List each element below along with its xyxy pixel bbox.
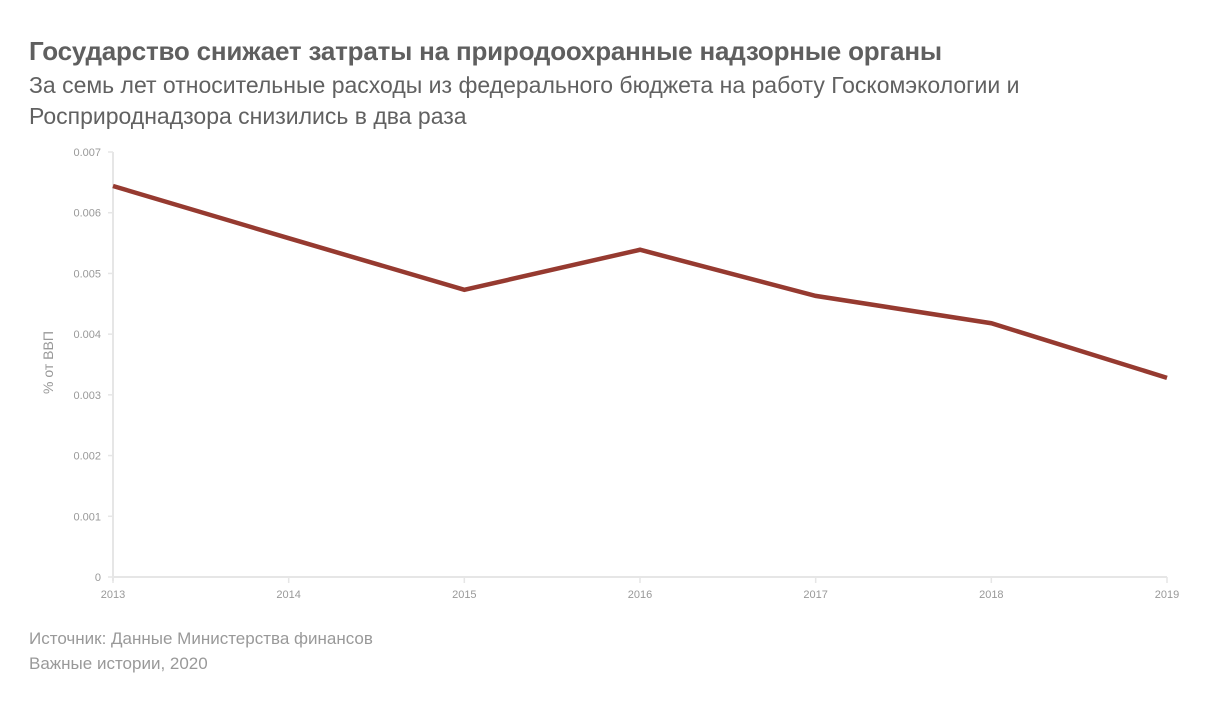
subtitle-line-2: Росприроднадзора снизились в два раза (29, 103, 467, 129)
y-tick-label: 0.006 (73, 208, 101, 220)
y-tick-label: 0.003 (73, 390, 101, 402)
y-axis-title: % от ВВП (40, 331, 56, 394)
y-tick-label: 0.002 (73, 451, 101, 463)
x-tick-label: 2013 (101, 589, 125, 601)
y-axis: 0 0.001 0.002 0.003 0.004 0.005 0.006 0.007 (73, 147, 114, 584)
x-axis: 2013 2014 2015 2016 2017 2018 2019 (101, 576, 1179, 601)
credit-text: Важные истории, 2020 (29, 654, 208, 673)
y-tick-label: 0.005 (73, 268, 101, 280)
chart-subtitle: За семь лет относительные расходы из фед… (29, 70, 1129, 132)
x-tick-label: 2016 (628, 589, 652, 601)
chart-title: Государство снижает затраты на природоох… (29, 36, 942, 66)
source-text: Источник: Данные Министерства финансов (29, 629, 373, 648)
y-tick-label: 0.001 (73, 511, 101, 523)
y-tick-label: 0.007 (73, 147, 101, 159)
series-group (112, 183, 1168, 381)
x-tick-label: 2015 (452, 589, 476, 601)
y-tick-label: 0.004 (73, 329, 101, 341)
x-tick-label: 2017 (803, 589, 827, 601)
subtitle-line-1: За семь лет относительные расходы из фед… (29, 72, 1020, 98)
series-line (112, 183, 1168, 381)
x-tick-label: 2019 (1155, 589, 1179, 601)
y-tick-label: 0 (95, 572, 101, 584)
x-tick-label: 2014 (276, 589, 300, 601)
x-tick-label: 2018 (979, 589, 1003, 601)
source-note: Источник: Данные Министерства финансов В… (29, 626, 373, 676)
